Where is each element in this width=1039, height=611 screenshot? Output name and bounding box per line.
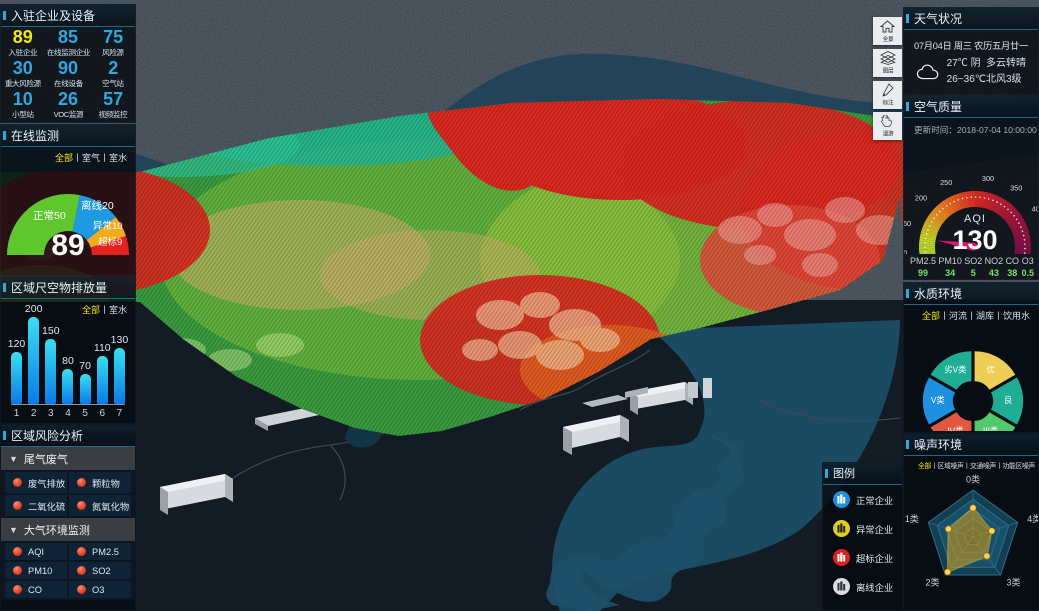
svg-text:300: 300 bbox=[982, 174, 994, 183]
svg-text:4类: 4类 bbox=[1027, 513, 1039, 524]
svg-text:III类: III类 bbox=[983, 426, 998, 431]
svg-text:AQI: AQI bbox=[964, 213, 986, 225]
svg-text:离线20: 离线20 bbox=[81, 199, 114, 212]
svg-text:3类: 3类 bbox=[1007, 576, 1021, 587]
svg-text:250: 250 bbox=[940, 178, 952, 187]
svg-text:超标9: 超标9 bbox=[98, 236, 122, 248]
svg-text:正常50: 正常50 bbox=[33, 209, 66, 222]
svg-text:IV类: IV类 bbox=[947, 426, 963, 431]
svg-text:89: 89 bbox=[51, 229, 84, 262]
svg-text:0类: 0类 bbox=[966, 473, 980, 484]
svg-text:350: 350 bbox=[1010, 184, 1022, 193]
svg-text:130: 130 bbox=[952, 225, 997, 254]
svg-text:2类: 2类 bbox=[925, 576, 939, 587]
svg-text:V类: V类 bbox=[931, 395, 945, 405]
svg-text:良: 良 bbox=[1004, 395, 1012, 405]
svg-text:劣V类: 劣V类 bbox=[944, 365, 966, 375]
svg-text:400: 400 bbox=[1032, 204, 1039, 213]
svg-text:100: 100 bbox=[904, 248, 907, 254]
svg-text:200: 200 bbox=[915, 194, 927, 203]
svg-text:优: 优 bbox=[986, 365, 994, 375]
svg-text:1类: 1类 bbox=[905, 513, 919, 524]
svg-text:异常10: 异常10 bbox=[93, 220, 123, 232]
svg-text:150: 150 bbox=[904, 219, 911, 228]
